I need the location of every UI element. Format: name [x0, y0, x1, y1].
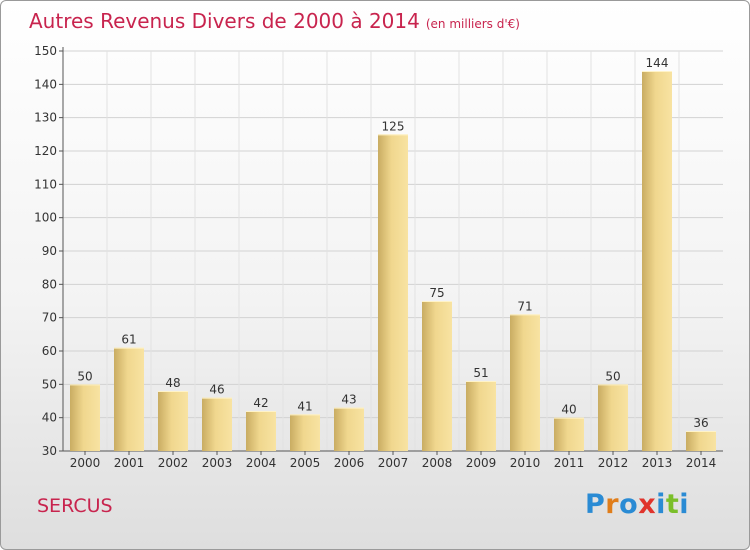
bar — [466, 381, 496, 451]
bar-value-label: 48 — [165, 376, 180, 390]
bar-value-label: 36 — [693, 416, 708, 430]
commune-name: SERCUS — [37, 495, 113, 517]
chart-title-text: Autres Revenus Divers de 2000 à 2014 — [29, 9, 420, 33]
x-tick-label: 2007 — [378, 456, 409, 470]
y-tick-label: 40 — [42, 411, 57, 425]
y-tick-label: 30 — [42, 444, 57, 458]
x-tick-label: 2012 — [598, 456, 629, 470]
x-tick-label: 2014 — [686, 456, 717, 470]
y-tick-label: 150 — [34, 44, 57, 58]
bar — [422, 301, 452, 451]
x-tick-label: 2002 — [158, 456, 189, 470]
x-tick-label: 2003 — [202, 456, 233, 470]
x-tick-label: 2004 — [246, 456, 277, 470]
bar-value-label: 40 — [561, 403, 576, 417]
y-tick-label: 130 — [34, 111, 57, 125]
bar — [642, 71, 672, 451]
bar-value-label: 50 — [77, 369, 92, 383]
y-tick-label: 120 — [34, 144, 57, 158]
x-tick-label: 2010 — [510, 456, 541, 470]
bar-value-label: 125 — [382, 119, 405, 133]
bar — [378, 134, 408, 452]
bar-value-label: 46 — [209, 383, 224, 397]
bar — [334, 407, 364, 451]
bar-value-label: 42 — [253, 396, 268, 410]
bar-value-label: 61 — [121, 333, 136, 347]
bar-value-label: 51 — [473, 366, 488, 380]
x-tick-label: 2000 — [70, 456, 101, 470]
bar — [158, 391, 188, 451]
y-tick-label: 140 — [34, 77, 57, 91]
bar — [554, 417, 584, 451]
logo-letter: o — [619, 489, 639, 520]
logo-letter: i — [656, 489, 666, 520]
bar-value-label: 50 — [605, 369, 620, 383]
y-tick-label: 50 — [42, 377, 57, 391]
bar — [202, 397, 232, 451]
y-tick-label: 80 — [42, 277, 57, 291]
x-tick-label: 2001 — [114, 456, 145, 470]
y-tick-label: 70 — [42, 311, 57, 325]
x-tick-label: 2008 — [422, 456, 453, 470]
bar-value-label: 75 — [429, 286, 444, 300]
logo-letter: x — [638, 489, 657, 520]
bar — [510, 314, 540, 451]
x-tick-label: 2005 — [290, 456, 321, 470]
y-tick-label: 60 — [42, 344, 57, 358]
y-tick-label: 110 — [34, 177, 57, 191]
chart-title: Autres Revenus Divers de 2000 à 2014 (en … — [29, 9, 520, 33]
bar-value-label: 41 — [297, 399, 312, 413]
bar — [114, 347, 144, 451]
chart-unit-note: (en milliers d'€) — [425, 17, 520, 31]
x-tick-label: 2013 — [642, 456, 673, 470]
x-tick-label: 2009 — [466, 456, 497, 470]
y-tick-label: 100 — [34, 211, 57, 225]
proxiti-logo: Proxiti — [585, 489, 689, 520]
bar — [70, 384, 100, 451]
bar — [290, 414, 320, 451]
bar-value-label: 43 — [341, 393, 356, 407]
logo-letter: P — [585, 489, 606, 520]
bar — [686, 431, 716, 451]
bar — [598, 384, 628, 451]
x-tick-label: 2006 — [334, 456, 365, 470]
bar-value-label: 144 — [646, 56, 669, 70]
logo-letter: i — [679, 489, 690, 520]
logo-letter: r — [605, 489, 620, 520]
bar — [246, 411, 276, 451]
x-tick-label: 2011 — [554, 456, 585, 470]
logo-letter: t — [665, 489, 680, 520]
bar-value-label: 71 — [517, 299, 532, 313]
y-tick-label: 90 — [42, 244, 57, 258]
